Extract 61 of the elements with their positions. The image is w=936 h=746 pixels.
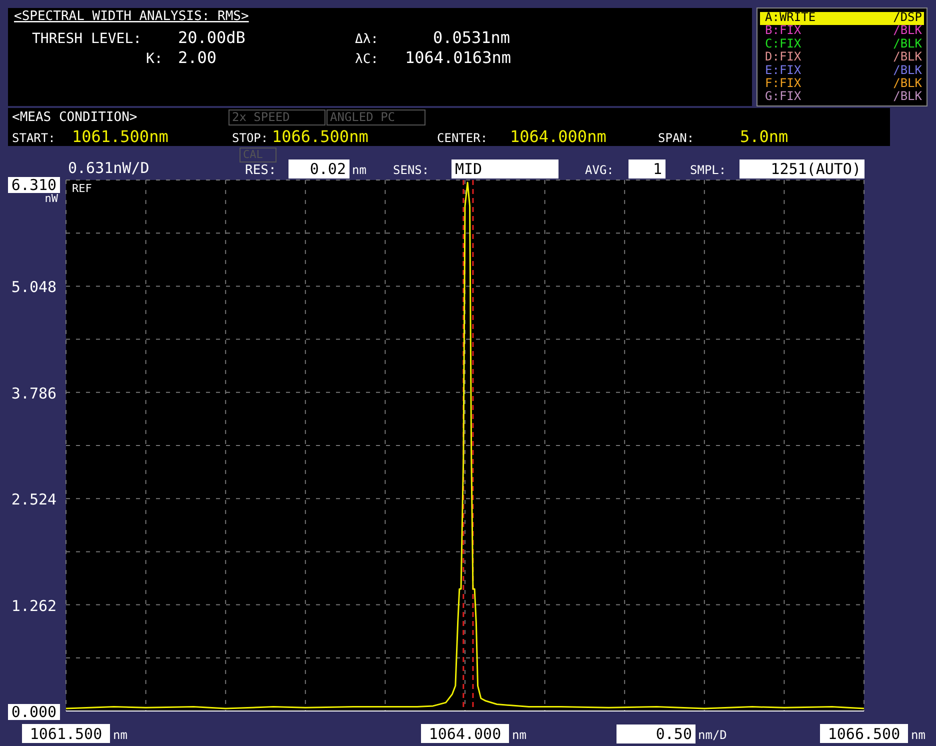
text: 0.0531nm [433,28,510,47]
y-tick-label: 3.786 [11,384,57,402]
text: RES: [245,163,276,178]
text: Δλ: [355,32,378,47]
text: E:FIX [765,62,802,77]
text: 1064.0163nm [405,48,511,67]
text: C:FIX [765,36,802,50]
text: D:FIX [765,50,802,64]
text: nm/D [698,728,727,742]
text: SMPL: [690,163,726,177]
text: /BLK [893,62,923,77]
y-tick-label: 0.000 [11,703,57,721]
text: 5.0nm [740,127,788,146]
y-tick-label: 2.524 [11,490,57,509]
text: 0.02 [310,160,346,178]
text: ANGLED PC [330,110,396,124]
text: 1061.500nm [72,127,168,146]
text: nm [512,728,526,742]
y-tick-label: 6.310 [11,176,57,194]
line-series [65,182,865,710]
text: 2.00 [178,48,217,67]
text: K: [146,51,163,67]
text: λC: [355,52,378,67]
text: F:FIX [765,76,802,90]
text: AVG: [585,163,614,177]
text: THRESH LEVEL: [32,31,142,47]
x-tick-label: 1061.500 [30,725,102,743]
annotation: REF [72,182,92,195]
text: 1066.500nm [272,127,368,146]
text: G:FIX [765,89,802,104]
text: CENTER: [437,131,488,145]
text: <MEAS CONDITION> [12,110,138,125]
text: SPAN: [658,131,694,145]
y-axis-title: nW [44,192,58,205]
text: /BLK [893,76,923,90]
text: /BLK [893,36,923,50]
y-tick-label: 5.048 [11,278,57,296]
text: 1 [652,160,662,178]
text: /BLK [893,50,923,64]
x-tick-label: 1066.500 [828,725,900,743]
text: SENS: [393,163,430,177]
text: START: [12,131,56,145]
text: B:FIX [765,23,802,38]
text: /DSP [893,10,922,24]
y-tick-label: 1.262 [11,596,57,615]
text: 0.631nW/D [68,159,150,177]
text: /BLK [893,23,923,38]
text: /BLK [893,89,923,104]
chart-title: <SPECTRAL WIDTH ANALYSIS: RMS> [14,9,249,24]
text: STOP: [232,131,268,145]
text: nm [352,163,366,177]
text: 0.50 [656,725,692,743]
text: 20.00dB [178,28,246,47]
text: 1251(AUTO) [770,160,861,178]
text: nm [911,728,926,742]
x-axis-title: nm [113,728,128,742]
text: 1064.000nm [510,127,606,146]
text: MID [455,160,482,178]
text: 2x SPEED [232,110,290,124]
text: A:WRITE [765,10,816,24]
x-tick-label: 1064.000 [428,725,502,743]
